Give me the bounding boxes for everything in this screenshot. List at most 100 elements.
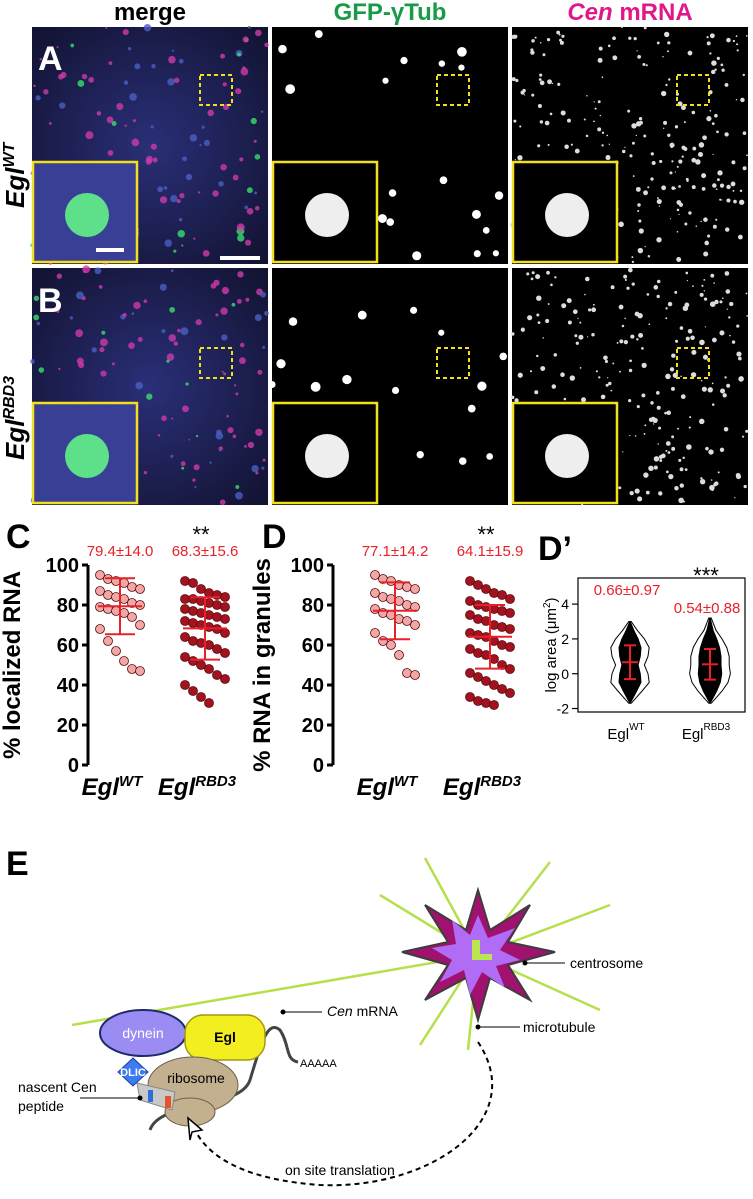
text: WT: [119, 773, 144, 790]
panel-letter: A: [38, 40, 63, 78]
speckle: [132, 119, 136, 123]
speckle: [257, 369, 263, 375]
speckle: [657, 443, 659, 445]
speckle: [285, 84, 296, 94]
speckle: [695, 225, 698, 227]
y-tick-label: 100: [46, 555, 79, 577]
speckle: [726, 308, 728, 310]
speckle: [643, 472, 649, 478]
speckle: [728, 316, 731, 319]
speckle: [702, 135, 707, 141]
speckle: [88, 77, 95, 83]
significance: **: [477, 522, 495, 547]
speckle: [227, 427, 234, 434]
speckle: [627, 109, 631, 113]
speckle: [637, 247, 644, 254]
speckle: [701, 386, 707, 392]
speckle: [726, 383, 731, 388]
violin: [689, 617, 731, 704]
speckle: [30, 359, 35, 364]
speckle: [662, 56, 664, 58]
speckle: [624, 146, 626, 148]
y-tick-label: 0: [68, 755, 79, 777]
data-point: [489, 680, 499, 690]
speckle: [534, 36, 537, 39]
data-point: [127, 582, 137, 592]
speckle: [559, 40, 564, 45]
speckle: [713, 282, 715, 284]
speckle: [209, 461, 212, 464]
text: 2: [542, 602, 553, 608]
data-point: [465, 576, 475, 586]
speckle: [709, 109, 712, 112]
data-point: [378, 636, 388, 646]
speckle: [630, 334, 635, 339]
speckle: [255, 29, 262, 37]
speckle: [729, 301, 734, 307]
speckle: [169, 306, 176, 313]
speckle: [671, 186, 676, 190]
speckle: [624, 317, 626, 320]
speckle: [593, 120, 595, 123]
speckle: [681, 155, 684, 158]
speckle: [439, 176, 448, 185]
speckle: [715, 218, 718, 221]
speckle: [636, 50, 638, 52]
speckle: [710, 479, 713, 481]
speckle: [585, 276, 590, 282]
speckle: [591, 307, 597, 313]
speckle: [197, 191, 201, 194]
speckle: [746, 154, 748, 157]
speckle: [623, 340, 628, 345]
speckle: [122, 312, 127, 318]
speckle: [438, 329, 445, 336]
speckle: [629, 154, 633, 158]
speckle: [517, 155, 523, 161]
speckle: [240, 67, 249, 76]
speckle: [123, 80, 129, 85]
speckle: [220, 163, 227, 171]
speckle: [658, 454, 664, 460]
speckle: [254, 206, 260, 211]
speckle: [678, 213, 680, 216]
speckle: [530, 48, 534, 52]
speckle: [691, 349, 697, 355]
speckle: [244, 205, 249, 210]
speckle: [738, 356, 742, 361]
speckle: [671, 435, 675, 439]
label: peptide: [18, 1098, 64, 1114]
speckle: [557, 82, 561, 86]
speckle: [667, 301, 673, 307]
data-point: [135, 666, 145, 676]
row-label: EglRBD3: [0, 376, 30, 460]
pointer-dot: [522, 960, 528, 966]
speckle: [692, 285, 694, 288]
speckle: [157, 186, 164, 193]
label: DLIC: [120, 1067, 146, 1079]
speckle: [719, 300, 723, 304]
speckle: [709, 301, 716, 308]
data-point: [497, 590, 507, 600]
text: mRNA: [613, 0, 693, 26]
speckle: [653, 465, 658, 470]
speckle: [714, 68, 717, 71]
speckle: [239, 342, 245, 348]
speckle: [250, 117, 257, 125]
speckle: [262, 458, 266, 462]
text: Egl: [82, 774, 121, 801]
speckle: [712, 224, 717, 229]
data-point: [212, 644, 222, 654]
data-point: [410, 620, 420, 630]
speckle: [180, 461, 186, 467]
speckle: [742, 131, 747, 135]
speckle: [678, 458, 682, 462]
speckle: [653, 285, 659, 290]
speckle: [704, 326, 706, 328]
speckle: [680, 375, 682, 378]
y-tick-label: 20: [57, 715, 79, 737]
data-point: [489, 588, 499, 598]
speckle: [517, 372, 523, 378]
speckle: [232, 174, 239, 181]
speckle: [638, 228, 644, 234]
